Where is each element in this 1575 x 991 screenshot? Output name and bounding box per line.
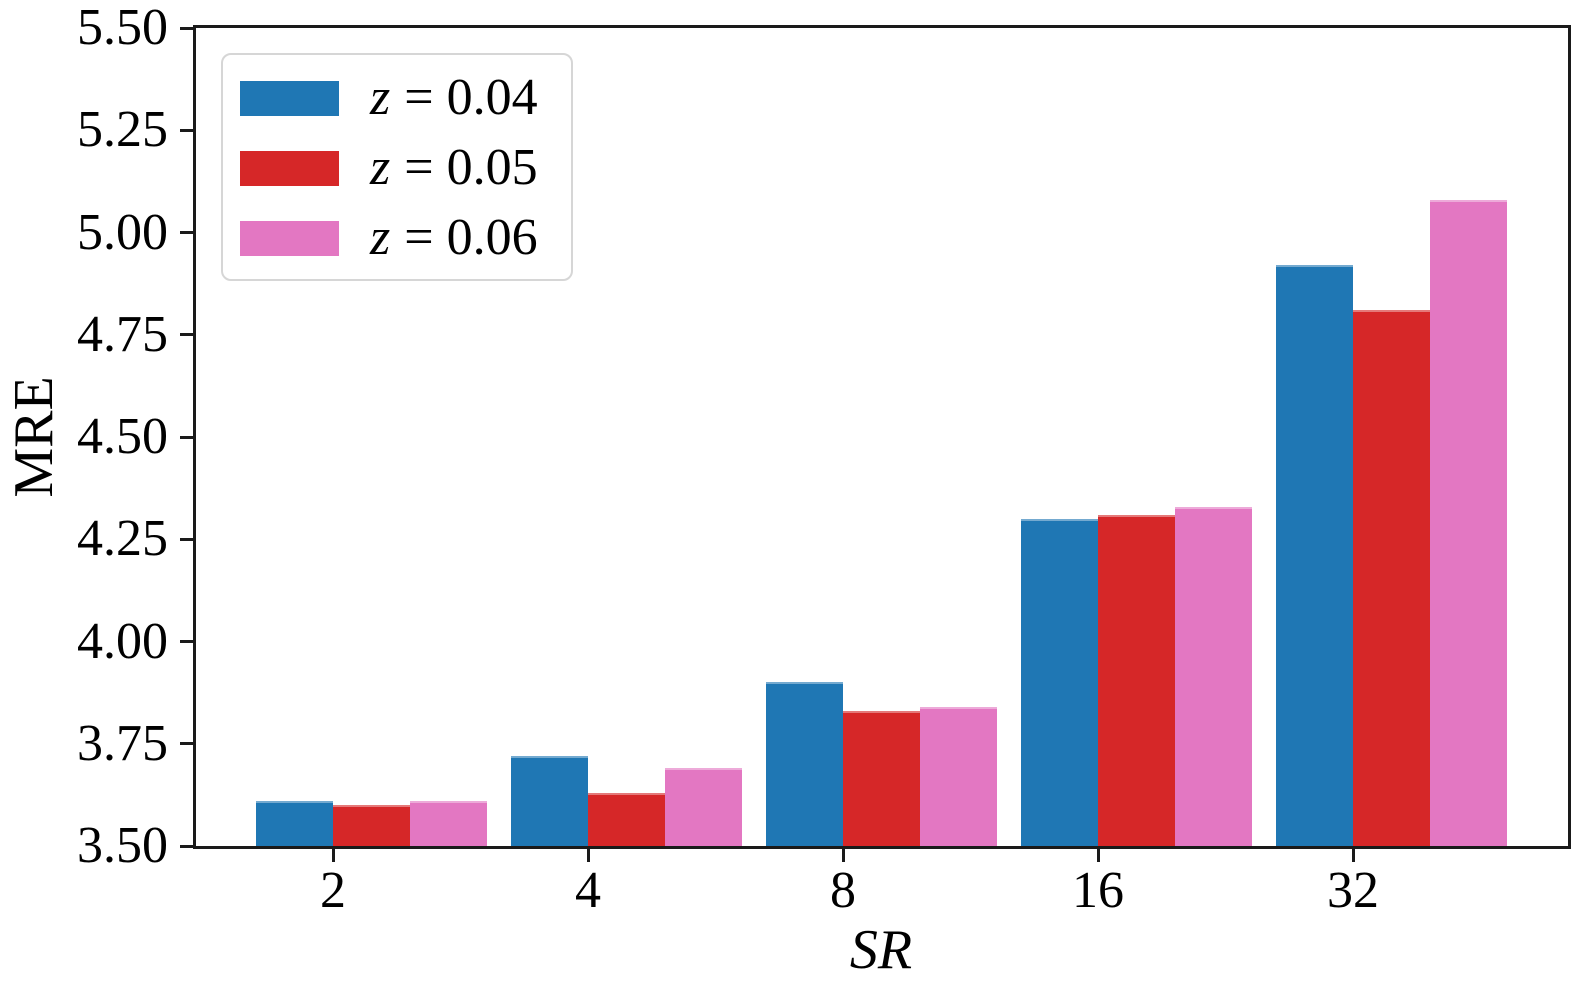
- bar-sr8-series2: [843, 711, 920, 846]
- x-axis-label: SR: [849, 919, 913, 981]
- bar-sr16-series2: [1098, 515, 1175, 846]
- legend-label-variable: z: [370, 209, 391, 266]
- plot-area: z = 0.04 z = 0.05 z = 0.06: [180, 25, 1571, 862]
- y-tick-label-3.75: 3.75: [77, 714, 168, 772]
- y-tick-label-5.00: 5.00: [77, 203, 168, 261]
- x-tick-2: [331, 849, 335, 862]
- y-tick-label-4.25: 4.25: [77, 510, 168, 568]
- x-tick-32: [1351, 849, 1355, 862]
- legend-item-z=0.06: z = 0.06: [240, 203, 571, 273]
- y-tick-4.00: [180, 640, 193, 643]
- bar-sr16-series1: [1021, 519, 1098, 846]
- y-tick-label-3.50: 3.50: [77, 817, 168, 874]
- x-tick-16: [1096, 849, 1100, 862]
- y-tick-5.50: [180, 26, 193, 30]
- x-tick-8: [841, 849, 845, 862]
- y-tick-5.25: [180, 128, 193, 132]
- x-tick-label-16: 16: [1072, 862, 1124, 919]
- x-tick-label-32: 32: [1327, 862, 1379, 919]
- legend-item-z=0.05: z = 0.05: [240, 133, 571, 203]
- legend-swatch-series3: [240, 220, 339, 256]
- bar-sr2-series3: [410, 801, 487, 846]
- legend-label-variable: z: [370, 139, 391, 196]
- bar-sr4-series3: [665, 768, 742, 846]
- y-tick-3.75: [180, 742, 193, 746]
- x-tick-label-8: 8: [830, 862, 856, 919]
- y-tick-5.00: [180, 231, 193, 234]
- y-tick-label-4.00: 4.00: [77, 612, 168, 670]
- bar-sr8-series3: [920, 707, 997, 846]
- legend-swatch-series1: [240, 80, 339, 116]
- y-tick-label-5.50: 5.50: [77, 0, 168, 56]
- x-tick-label-2: 2: [320, 862, 346, 919]
- legend: z = 0.04 z = 0.05 z = 0.06: [221, 53, 573, 281]
- y-tick-label-4.75: 4.75: [77, 305, 168, 363]
- legend-label-series2: z = 0.05: [370, 142, 538, 194]
- y-tick-4.50: [180, 435, 193, 439]
- legend-label-series1: z = 0.04: [370, 72, 538, 124]
- bar-sr8-series1: [766, 682, 843, 846]
- bar-sr4-series2: [588, 793, 665, 846]
- x-tick-4: [586, 849, 590, 862]
- bar-sr2-series1: [256, 801, 333, 846]
- y-tick-4.25: [180, 537, 193, 541]
- y-tick-3.50: [180, 844, 193, 848]
- legend-label-value: = 0.06: [404, 209, 538, 266]
- x-tick-label-4: 4: [575, 862, 601, 919]
- legend-label-value: = 0.04: [404, 69, 538, 126]
- legend-swatch-series2: [240, 150, 339, 186]
- y-tick-label-5.25: 5.25: [77, 101, 168, 159]
- bar-sr4-series1: [511, 756, 588, 846]
- y-tick-label-4.50: 4.50: [77, 408, 168, 465]
- y-tick-4.75: [180, 333, 193, 337]
- bar-sr32-series1: [1276, 265, 1353, 846]
- bar-sr2-series2: [333, 805, 410, 846]
- bar-sr32-series3: [1430, 200, 1507, 846]
- legend-label-series3: z = 0.06: [370, 212, 538, 264]
- bar-sr32-series2: [1353, 310, 1430, 846]
- legend-label-value: = 0.05: [404, 139, 538, 196]
- bar-sr16-series3: [1175, 507, 1252, 846]
- legend-label-variable: z: [370, 69, 391, 126]
- legend-item-z=0.04: z = 0.04: [240, 63, 571, 133]
